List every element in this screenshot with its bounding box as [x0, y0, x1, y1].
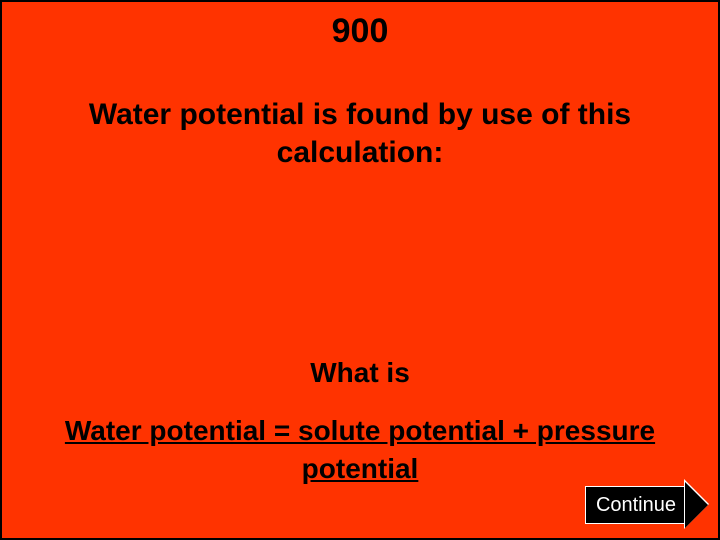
question-text: Water potential is found by use of this … — [2, 51, 718, 171]
arrow-right-icon — [685, 480, 710, 530]
continue-button[interactable]: Continue — [585, 480, 710, 530]
jeopardy-slide: 900 Water potential is found by use of t… — [0, 0, 720, 540]
answer-lead-text: What is — [2, 357, 718, 389]
continue-label: Continue — [585, 486, 685, 524]
answer-text: Water potential = solute potential + pre… — [2, 412, 718, 488]
points-value: 900 — [2, 2, 718, 51]
